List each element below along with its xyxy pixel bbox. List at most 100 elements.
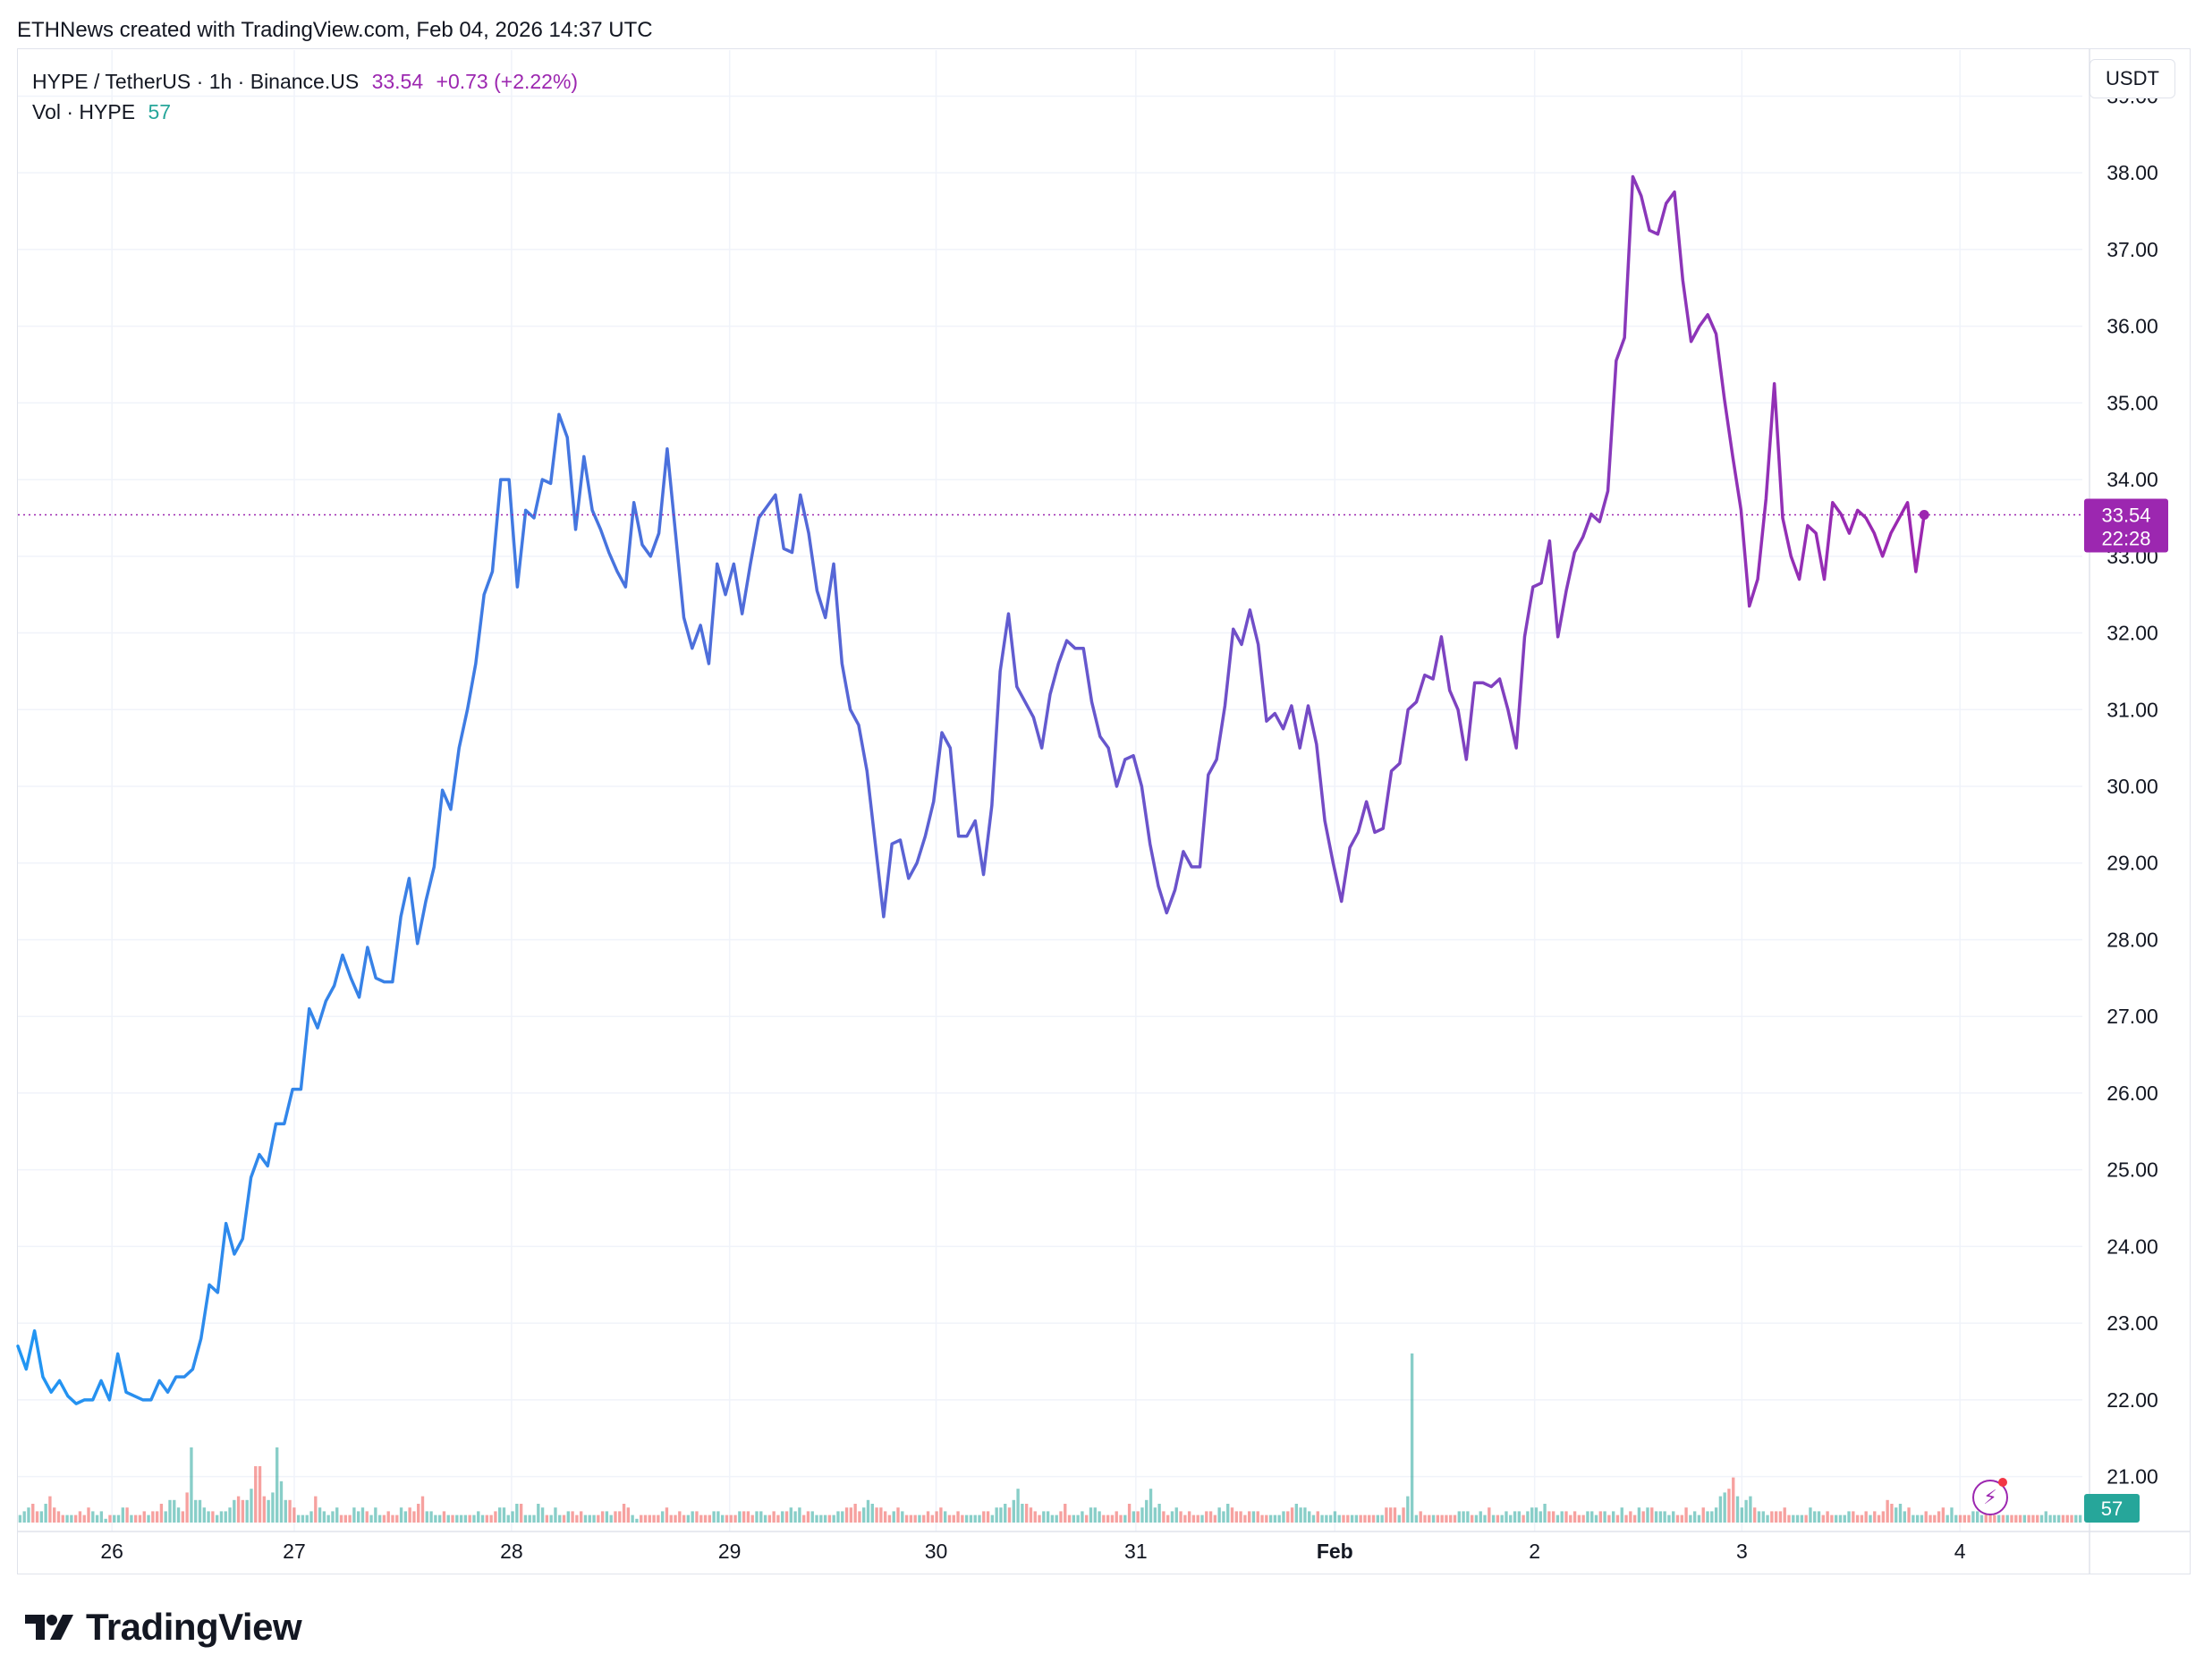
volume-bar <box>549 1515 553 1523</box>
volume-bar <box>1517 1511 1522 1523</box>
volume-bar <box>665 1507 669 1523</box>
volume-bar <box>1663 1511 1666 1523</box>
volume-bar <box>819 1515 823 1523</box>
volume-bar <box>926 1511 930 1523</box>
volume-bar <box>1706 1511 1709 1523</box>
volume-bar <box>913 1515 917 1523</box>
volume-bar <box>82 1515 86 1523</box>
volume-bar <box>1714 1507 1718 1523</box>
volume-bar <box>130 1515 133 1523</box>
volume-bar <box>2065 1515 2069 1523</box>
volume-bar <box>660 1511 665 1523</box>
x-tick-label: 28 <box>500 1540 523 1563</box>
volume-bar <box>1016 1489 1020 1523</box>
volume-bar <box>767 1515 772 1523</box>
lightning-icon[interactable]: ⚡ <box>1972 1480 2008 1515</box>
legend-volume-row[interactable]: Vol · HYPE 57 <box>32 97 578 127</box>
y-tick-label: 31.00 <box>2107 698 2158 721</box>
volume-bar <box>1140 1507 1144 1523</box>
volume-bar <box>1672 1511 1675 1523</box>
volume-bar <box>211 1511 215 1523</box>
volume-bar <box>365 1511 369 1523</box>
tradingview-brand[interactable]: TradingView <box>23 1606 302 1649</box>
volume-tag <box>2084 1494 2140 1523</box>
price-tag <box>2084 498 2168 553</box>
time-axis[interactable]: 26 27 28 29 30 31 Feb 2 3 4 <box>100 1540 1965 1563</box>
volume-bar <box>1346 1515 1350 1523</box>
volume-bar <box>369 1515 373 1523</box>
volume-bar <box>1325 1515 1328 1523</box>
legend-change: +0.73 (+2.22%) <box>436 70 579 93</box>
volume-bar <box>1038 1515 1041 1523</box>
volume-bar <box>250 1489 253 1523</box>
volume-bar <box>1873 1511 1877 1523</box>
volume-bar <box>1217 1507 1221 1523</box>
volume-bar <box>605 1511 609 1523</box>
volume-bar <box>519 1504 523 1523</box>
volume-bar <box>1402 1507 1405 1523</box>
volume-bar <box>801 1515 806 1523</box>
volume-bar <box>65 1515 69 1523</box>
price-chart[interactable]: 39.0038.0037.0036.0035.0034.0033.0032.00… <box>0 0 2204 1574</box>
volume-bar <box>322 1511 326 1523</box>
volume-bar <box>944 1511 947 1523</box>
volume-bar <box>961 1515 964 1523</box>
volume-bar <box>1157 1504 1161 1523</box>
volume-bar <box>1170 1511 1174 1523</box>
volume-bar <box>583 1515 588 1523</box>
volume-bar <box>1496 1515 1500 1523</box>
volume-bar <box>2001 1515 2005 1523</box>
volume-bar <box>755 1511 759 1523</box>
volume-bar <box>1869 1515 1872 1523</box>
volume-bar <box>1208 1511 1213 1523</box>
volume-bar <box>609 1515 613 1523</box>
volume-bar <box>1804 1515 1808 1523</box>
volume-bar <box>1449 1515 1453 1523</box>
volume-bar <box>2010 1515 2013 1523</box>
volume-bar <box>1328 1515 1333 1523</box>
volume-bar <box>1055 1515 1058 1523</box>
volume-bar <box>1658 1511 1663 1523</box>
volume-bar <box>1243 1515 1247 1523</box>
volume-bar <box>1098 1511 1101 1523</box>
volume-bar <box>1847 1511 1851 1523</box>
price-axis[interactable]: 39.0038.0037.0036.0035.0034.0033.0032.00… <box>2107 84 2158 1488</box>
volume-bar <box>1757 1511 1761 1523</box>
volume-bar <box>935 1511 938 1523</box>
volume-bar <box>113 1515 116 1523</box>
volume-bar <box>1007 1507 1012 1523</box>
volume-bar <box>506 1515 510 1523</box>
volume-bar <box>1072 1515 1076 1523</box>
volume-bar <box>1059 1511 1063 1523</box>
volume-bar <box>990 1515 995 1523</box>
x-tick-label: 26 <box>100 1540 123 1563</box>
volume-bar <box>1187 1511 1191 1523</box>
volume-bar <box>1119 1515 1123 1523</box>
volume-bar <box>245 1499 249 1523</box>
volume-bar <box>125 1507 129 1523</box>
volume-bar <box>1526 1511 1530 1523</box>
volume-bar <box>1598 1511 1602 1523</box>
volume-bar <box>1556 1515 1560 1523</box>
volume-bar <box>892 1511 895 1523</box>
volume-bar <box>614 1511 617 1523</box>
volume-bar <box>1732 1477 1735 1523</box>
volume-bar <box>2048 1515 2052 1523</box>
volume-bar <box>1380 1515 1384 1523</box>
volume-bar <box>1886 1499 1889 1523</box>
volume-bar <box>1333 1511 1337 1523</box>
volume-bar <box>1466 1511 1470 1523</box>
volume-bar <box>1029 1507 1033 1523</box>
volume-bar <box>258 1466 262 1523</box>
currency-button[interactable]: USDT <box>2090 59 2175 98</box>
volume-bar <box>875 1507 878 1523</box>
volume-bar <box>648 1515 651 1523</box>
volume-bar <box>1166 1515 1170 1523</box>
legend-price-row[interactable]: HYPE / TetherUS · 1h · Binance.US 33.54 … <box>32 66 578 97</box>
volume-bar <box>382 1515 386 1523</box>
volume-bar <box>1954 1515 1958 1523</box>
volume-bar <box>489 1515 493 1523</box>
volume-bar <box>1483 1515 1487 1523</box>
volume-bar <box>537 1504 540 1523</box>
